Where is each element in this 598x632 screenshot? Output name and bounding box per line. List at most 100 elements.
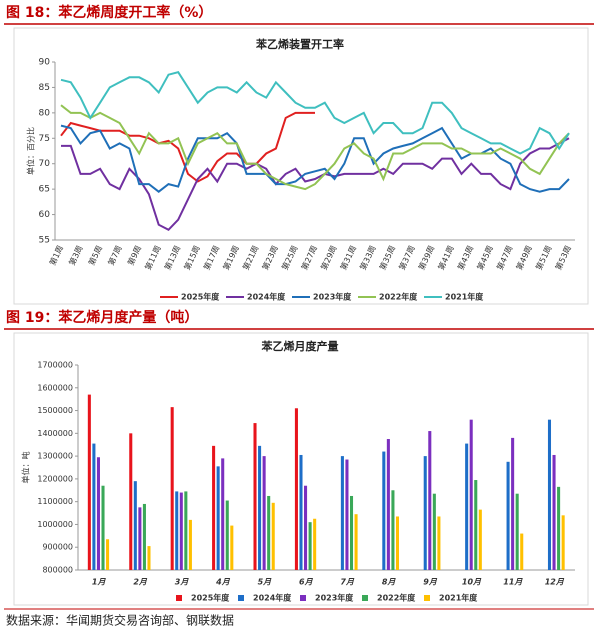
legend-swatch (424, 595, 430, 601)
bar (349, 495, 354, 570)
bar (432, 493, 436, 570)
y-tick-label: 1500000 (37, 406, 73, 415)
bar (304, 485, 308, 570)
bar (212, 445, 216, 570)
y-tick-label: 900000 (42, 543, 73, 552)
bar (129, 433, 133, 570)
y-axis-label: 单位：吨 (21, 452, 31, 484)
x-tick-label: 6月 (299, 578, 314, 587)
legend-swatch (238, 595, 244, 601)
bar (299, 454, 303, 570)
x-tick-label: 7月 (340, 578, 355, 587)
series-line (61, 137, 570, 232)
x-tick-label: 第39周 (416, 244, 436, 272)
y-axis-label: 单位：百分比 (26, 127, 36, 175)
legend-label: 2021年度 (439, 593, 478, 603)
bar (142, 503, 146, 570)
legend-swatch (176, 595, 182, 601)
bar (340, 456, 344, 570)
y-tick-label: 1300000 (37, 452, 73, 461)
legend-label: 2024年度 (247, 292, 286, 302)
y-tick-label: 80 (39, 108, 51, 118)
y-tick-label: 65 (39, 185, 50, 195)
bar (469, 419, 473, 570)
x-tick-label: 第53周 (553, 244, 573, 272)
bar (262, 456, 266, 570)
y-tick-label: 60 (39, 210, 51, 220)
x-tick-label: 第31周 (338, 244, 358, 272)
bar (552, 454, 556, 570)
bar (294, 408, 298, 570)
bar (106, 539, 110, 570)
x-tick-label: 第33周 (358, 244, 378, 272)
legend-label: 2021年度 (445, 292, 484, 302)
y-tick-label: 800000 (42, 566, 73, 575)
bar (253, 423, 257, 570)
chart-frame (13, 27, 589, 305)
x-tick-label: 第29周 (318, 244, 338, 272)
legend-label: 2025年度 (191, 593, 230, 603)
bar (345, 459, 349, 570)
x-tick-label: 9月 (423, 578, 438, 587)
y-tick-label: 1700000 (37, 361, 73, 370)
bar (96, 457, 100, 570)
y-tick-label: 70 (39, 159, 51, 169)
bar (428, 431, 432, 570)
x-tick-label: 第15周 (182, 244, 202, 272)
x-tick-label: 第25周 (279, 244, 299, 272)
legend-label: 2025年度 (181, 292, 220, 302)
x-tick-label: 第13周 (162, 244, 182, 272)
x-tick-label: 4月 (215, 578, 231, 587)
x-tick-label: 第27周 (299, 244, 319, 272)
x-tick-label: 第7周 (106, 244, 124, 267)
bar (391, 490, 395, 570)
bar (271, 502, 275, 570)
figure-caption: 图 18：苯乙烯周度开工率（%） (6, 4, 212, 21)
bar (133, 481, 137, 570)
x-tick-label: 第11周 (143, 244, 163, 272)
x-tick-label: 第35周 (377, 244, 397, 272)
bar (87, 394, 91, 570)
y-tick-label: 1600000 (37, 383, 73, 392)
x-tick-label: 3月 (175, 578, 190, 587)
x-tick-label: 第47周 (494, 244, 514, 272)
x-tick-label: 8月 (382, 578, 397, 587)
bar (225, 500, 229, 570)
bar (354, 514, 358, 570)
y-tick-label: 90 (39, 58, 51, 68)
bar (230, 525, 234, 570)
bar (221, 458, 225, 570)
y-tick-label: 55 (39, 236, 50, 246)
bar (184, 491, 188, 570)
bar (437, 516, 441, 570)
legend-label: 2024年度 (253, 593, 292, 603)
x-tick-label: 第5周 (86, 244, 104, 267)
bar (175, 491, 179, 570)
x-tick-label: 第9周 (125, 244, 143, 267)
series-line (60, 124, 570, 193)
bar (386, 439, 390, 570)
y-tick-label: 1100000 (37, 497, 73, 506)
x-tick-label: 第41周 (436, 244, 456, 272)
bar (92, 443, 96, 570)
chart-frame (13, 332, 589, 606)
legend-label: 2022年度 (379, 292, 418, 302)
x-tick-label: 第1周 (47, 244, 65, 267)
chart-title: 苯乙烯月度产量 (261, 339, 339, 353)
x-tick-label: 第3周 (67, 244, 85, 267)
x-tick-label: 第43周 (455, 244, 475, 272)
figure-caption: 图 19：苯乙烯月度产量（吨） (6, 309, 198, 326)
x-tick-label: 第49周 (514, 244, 534, 272)
bar (267, 495, 271, 570)
x-tick-label: 第19周 (221, 244, 241, 272)
bar (478, 509, 482, 570)
bar (382, 451, 386, 570)
bar (465, 443, 469, 570)
y-tick-label: 1200000 (37, 474, 73, 483)
series-line (60, 71, 570, 155)
legend-label: 2023年度 (313, 292, 352, 302)
bar (511, 437, 515, 570)
x-tick-label: 第17周 (201, 244, 221, 272)
